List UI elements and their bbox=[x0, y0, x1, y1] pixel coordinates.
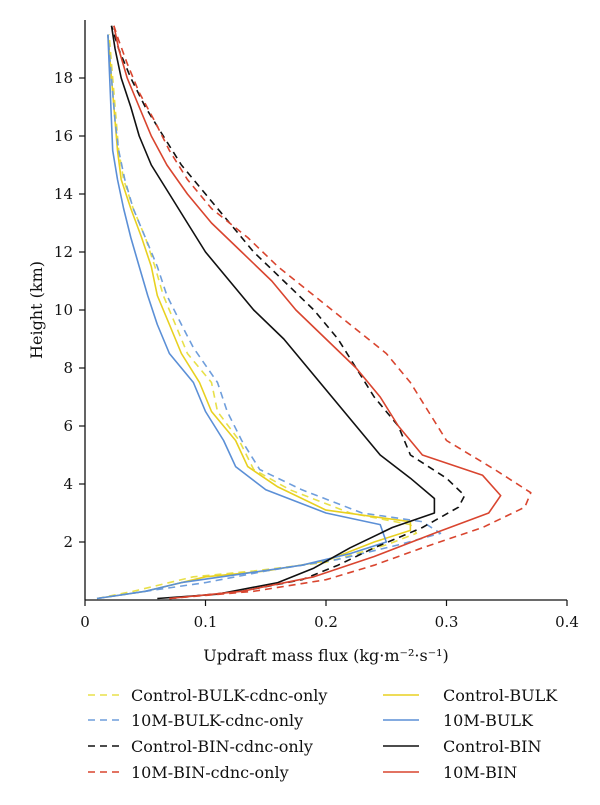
y-tick-label: 14 bbox=[54, 185, 73, 203]
y-axis-label: Height (km) bbox=[27, 261, 46, 359]
legend-label: 10M-BULK-cdnc-only bbox=[131, 711, 303, 730]
x-tick-label: 0.3 bbox=[435, 613, 459, 631]
legend-label: Control-BULK bbox=[443, 686, 558, 705]
y-tick-label: 8 bbox=[63, 359, 73, 377]
y-tick-label: 12 bbox=[54, 243, 73, 261]
y-tick-label: 2 bbox=[63, 533, 73, 551]
series-line-10m-bulk bbox=[96, 34, 388, 600]
y-tick-label: 10 bbox=[54, 301, 73, 319]
series-line-control-bin-cdnc-only bbox=[110, 25, 466, 600]
plot-area: 0 0.1 0.2 0.3 0.4 2 4 6 8 10 12 14 16 18 bbox=[54, 20, 579, 631]
legend-label: 10M-BIN bbox=[443, 763, 517, 782]
x-ticks: 0 0.1 0.2 0.3 0.4 bbox=[80, 600, 579, 631]
legend-label: Control-BIN-cdnc-only bbox=[131, 737, 313, 756]
x-tick-label: 0.2 bbox=[314, 613, 338, 631]
legend-label: 10M-BULK bbox=[443, 711, 534, 730]
series-line-10m-bin-cdnc-only bbox=[113, 25, 532, 600]
y-tick-label: 4 bbox=[63, 475, 73, 493]
y-ticks: 2 4 6 8 10 12 14 16 18 bbox=[54, 69, 85, 551]
series-line-control-bin bbox=[110, 25, 436, 600]
series-lines bbox=[96, 25, 532, 600]
legend-label: Control-BULK-cdnc-only bbox=[131, 686, 327, 705]
x-tick-label: 0.4 bbox=[555, 613, 579, 631]
y-tick-label: 18 bbox=[54, 69, 73, 87]
legend: Control-BULK-cdnc-only 10M-BULK-cdnc-only… bbox=[88, 686, 558, 782]
series-line-10m-bin bbox=[113, 25, 502, 600]
legend-label: Control-BIN bbox=[443, 737, 542, 756]
x-axis-label: Updraft mass flux (kg·m⁻²·s⁻¹) bbox=[203, 646, 449, 665]
legend-label: 10M-BIN-cdnc-only bbox=[131, 763, 289, 782]
x-tick-label: 0 bbox=[80, 613, 90, 631]
y-tick-label: 16 bbox=[54, 127, 73, 145]
y-tick-label: 6 bbox=[63, 417, 73, 435]
series-line-10m-bulk-cdnc-only bbox=[96, 34, 442, 600]
x-tick-label: 0.1 bbox=[194, 613, 218, 631]
